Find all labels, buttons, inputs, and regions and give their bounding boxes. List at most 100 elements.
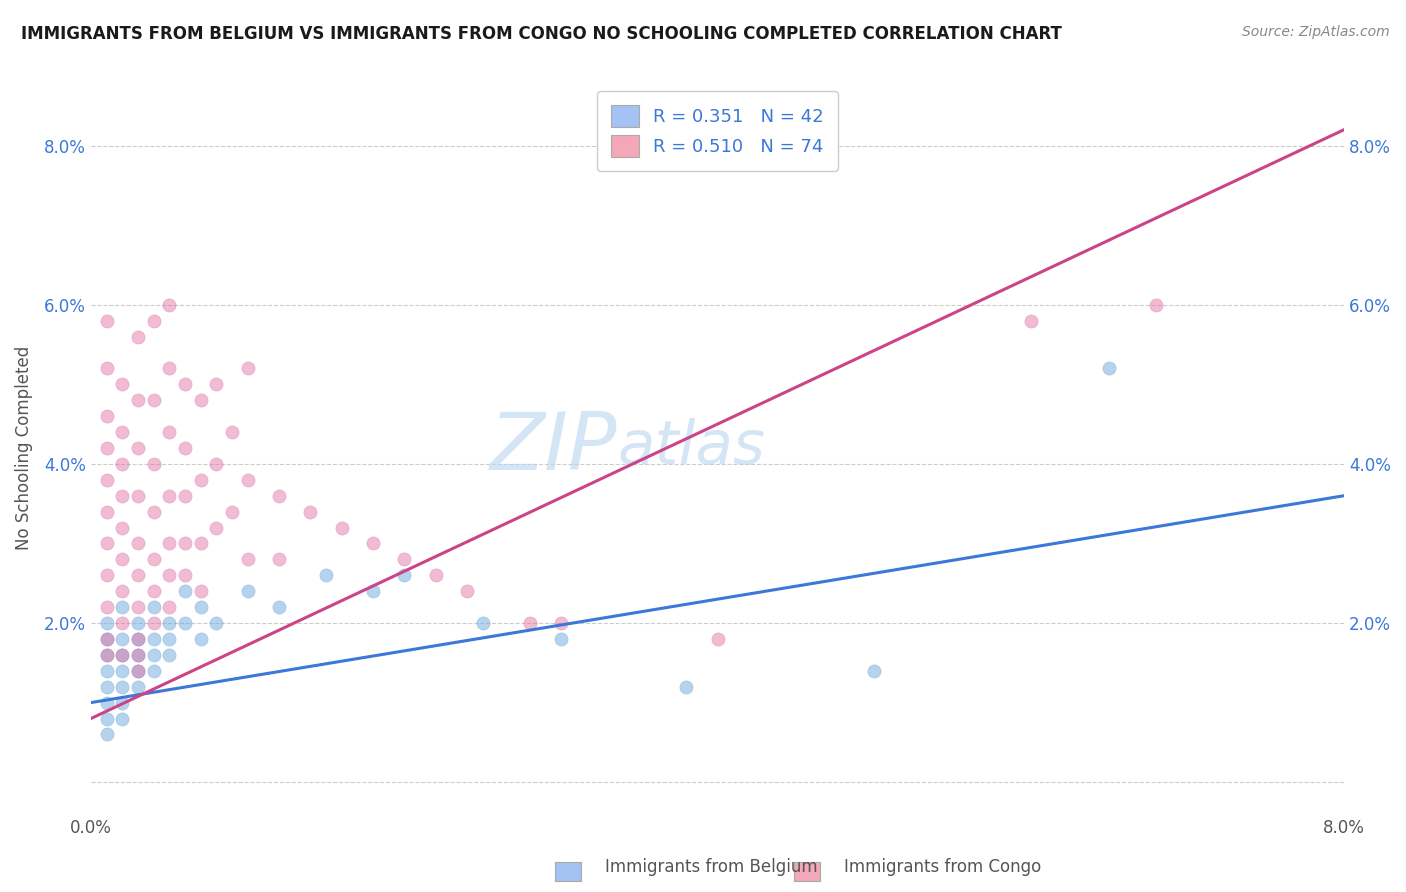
Point — [96, 473, 118, 487]
Point — [236, 552, 259, 566]
Point — [174, 536, 197, 550]
Point — [1098, 361, 1121, 376]
Point — [190, 600, 212, 615]
Point — [157, 298, 180, 312]
Point — [111, 615, 134, 630]
Point — [111, 664, 134, 678]
Point — [127, 393, 149, 408]
Point — [96, 632, 118, 646]
Point — [221, 425, 243, 439]
Text: Immigrants from Belgium: Immigrants from Belgium — [605, 858, 817, 876]
Point — [157, 632, 180, 646]
Point — [127, 632, 149, 646]
Point — [157, 615, 180, 630]
Point — [174, 568, 197, 582]
Point — [157, 600, 180, 615]
Point — [361, 584, 384, 599]
Point — [111, 648, 134, 662]
Point — [157, 648, 180, 662]
Point — [111, 600, 134, 615]
Point — [299, 505, 322, 519]
Point — [174, 441, 197, 455]
Point — [190, 584, 212, 599]
Point — [142, 648, 165, 662]
Point — [863, 664, 886, 678]
Point — [550, 632, 572, 646]
Point — [142, 664, 165, 678]
Point — [142, 615, 165, 630]
Point — [190, 473, 212, 487]
Point — [142, 584, 165, 599]
Point — [267, 489, 290, 503]
Point — [190, 393, 212, 408]
Point — [267, 552, 290, 566]
Point — [96, 409, 118, 424]
Point — [111, 584, 134, 599]
Legend: R = 0.351   N = 42, R = 0.510   N = 74: R = 0.351 N = 42, R = 0.510 N = 74 — [598, 91, 838, 171]
Point — [96, 632, 118, 646]
Point — [142, 393, 165, 408]
Point — [96, 727, 118, 741]
Point — [394, 568, 416, 582]
Point — [1144, 298, 1167, 312]
Point — [157, 489, 180, 503]
Point — [519, 615, 541, 630]
Point — [127, 536, 149, 550]
Point — [157, 568, 180, 582]
Point — [96, 648, 118, 662]
Point — [456, 584, 478, 599]
Point — [96, 615, 118, 630]
Point — [330, 520, 353, 534]
Point — [111, 712, 134, 726]
Point — [174, 377, 197, 392]
Point — [394, 552, 416, 566]
Point — [127, 648, 149, 662]
Point — [96, 648, 118, 662]
Point — [111, 696, 134, 710]
Point — [96, 568, 118, 582]
Point — [96, 313, 118, 327]
Point — [127, 615, 149, 630]
Point — [706, 632, 728, 646]
Point — [142, 552, 165, 566]
Point — [205, 377, 228, 392]
Point — [127, 680, 149, 694]
Point — [157, 361, 180, 376]
Point — [96, 505, 118, 519]
Point — [111, 457, 134, 471]
Point — [174, 584, 197, 599]
Point — [96, 696, 118, 710]
Point — [550, 615, 572, 630]
Point — [205, 615, 228, 630]
Point — [127, 329, 149, 343]
Point — [425, 568, 447, 582]
Point — [236, 361, 259, 376]
Point — [205, 457, 228, 471]
Point — [142, 600, 165, 615]
Point — [127, 441, 149, 455]
Point — [127, 664, 149, 678]
Point — [157, 536, 180, 550]
Point — [96, 664, 118, 678]
Point — [96, 680, 118, 694]
Point — [96, 536, 118, 550]
Point — [127, 632, 149, 646]
Point — [174, 615, 197, 630]
Point — [127, 664, 149, 678]
Text: ZIP: ZIP — [489, 409, 617, 487]
Point — [111, 489, 134, 503]
Text: IMMIGRANTS FROM BELGIUM VS IMMIGRANTS FROM CONGO NO SCHOOLING COMPLETED CORRELAT: IMMIGRANTS FROM BELGIUM VS IMMIGRANTS FR… — [21, 25, 1062, 43]
Point — [221, 505, 243, 519]
Point — [96, 441, 118, 455]
Point — [361, 536, 384, 550]
Y-axis label: No Schooling Completed: No Schooling Completed — [15, 346, 32, 550]
Point — [127, 600, 149, 615]
Point — [236, 473, 259, 487]
Text: atlas: atlas — [617, 418, 765, 477]
Point — [174, 489, 197, 503]
Point — [190, 632, 212, 646]
Point — [1019, 313, 1042, 327]
Point — [205, 520, 228, 534]
Point — [127, 568, 149, 582]
Point — [111, 632, 134, 646]
